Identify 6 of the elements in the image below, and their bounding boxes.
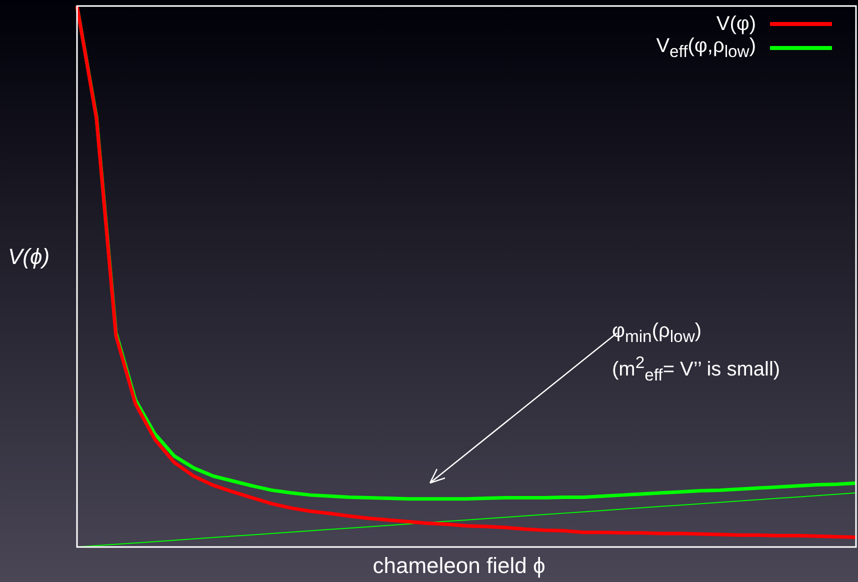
annotation: (m$^{2}$$_{eff}$= V’’ is small) — [612, 352, 780, 387]
legend-label: V$_{eff}$(φ,ρ$_{low}$) — [656, 34, 756, 62]
annotation: φ$_{min}$(ρ$_{low}$) — [612, 319, 703, 348]
y-axis-title: V(ϕ) — [8, 244, 50, 270]
x-axis-title: chameleon field ϕ — [372, 553, 546, 579]
legend-label: V(φ) — [716, 12, 756, 36]
